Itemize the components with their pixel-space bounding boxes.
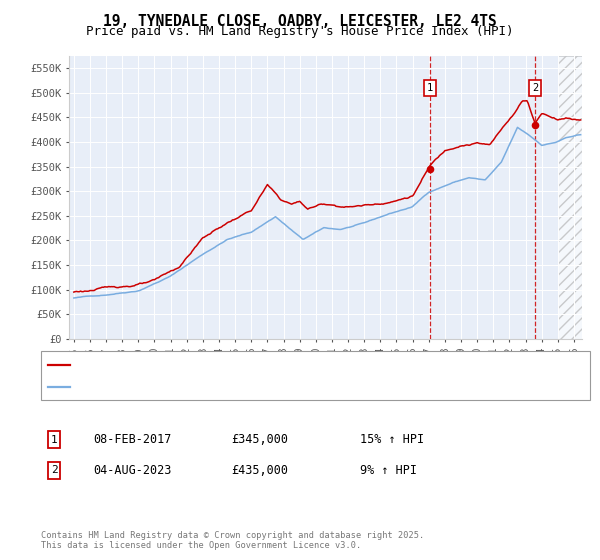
- Text: 15% ↑ HPI: 15% ↑ HPI: [360, 433, 424, 446]
- Text: 2: 2: [50, 465, 58, 475]
- Text: £345,000: £345,000: [231, 433, 288, 446]
- Text: Contains HM Land Registry data © Crown copyright and database right 2025.
This d: Contains HM Land Registry data © Crown c…: [41, 531, 424, 550]
- Text: 19, TYNEDALE CLOSE, OADBY, LEICESTER, LE2 4TS (detached house): 19, TYNEDALE CLOSE, OADBY, LEICESTER, LE…: [74, 360, 461, 370]
- Text: 04-AUG-2023: 04-AUG-2023: [93, 464, 172, 477]
- Text: Price paid vs. HM Land Registry's House Price Index (HPI): Price paid vs. HM Land Registry's House …: [86, 25, 514, 38]
- Text: 1: 1: [427, 83, 433, 93]
- Text: HPI: Average price, detached house, Oadby and Wigston: HPI: Average price, detached house, Oadb…: [74, 381, 405, 391]
- Point: [425, 165, 435, 174]
- Text: £435,000: £435,000: [231, 464, 288, 477]
- Point: [530, 120, 539, 129]
- Bar: [558, 56, 590, 339]
- Text: 08-FEB-2017: 08-FEB-2017: [93, 433, 172, 446]
- Text: 1: 1: [50, 435, 58, 445]
- Text: 9% ↑ HPI: 9% ↑ HPI: [360, 464, 417, 477]
- Text: 19, TYNEDALE CLOSE, OADBY, LEICESTER, LE2 4TS: 19, TYNEDALE CLOSE, OADBY, LEICESTER, LE…: [103, 14, 497, 29]
- Text: 2: 2: [532, 83, 538, 93]
